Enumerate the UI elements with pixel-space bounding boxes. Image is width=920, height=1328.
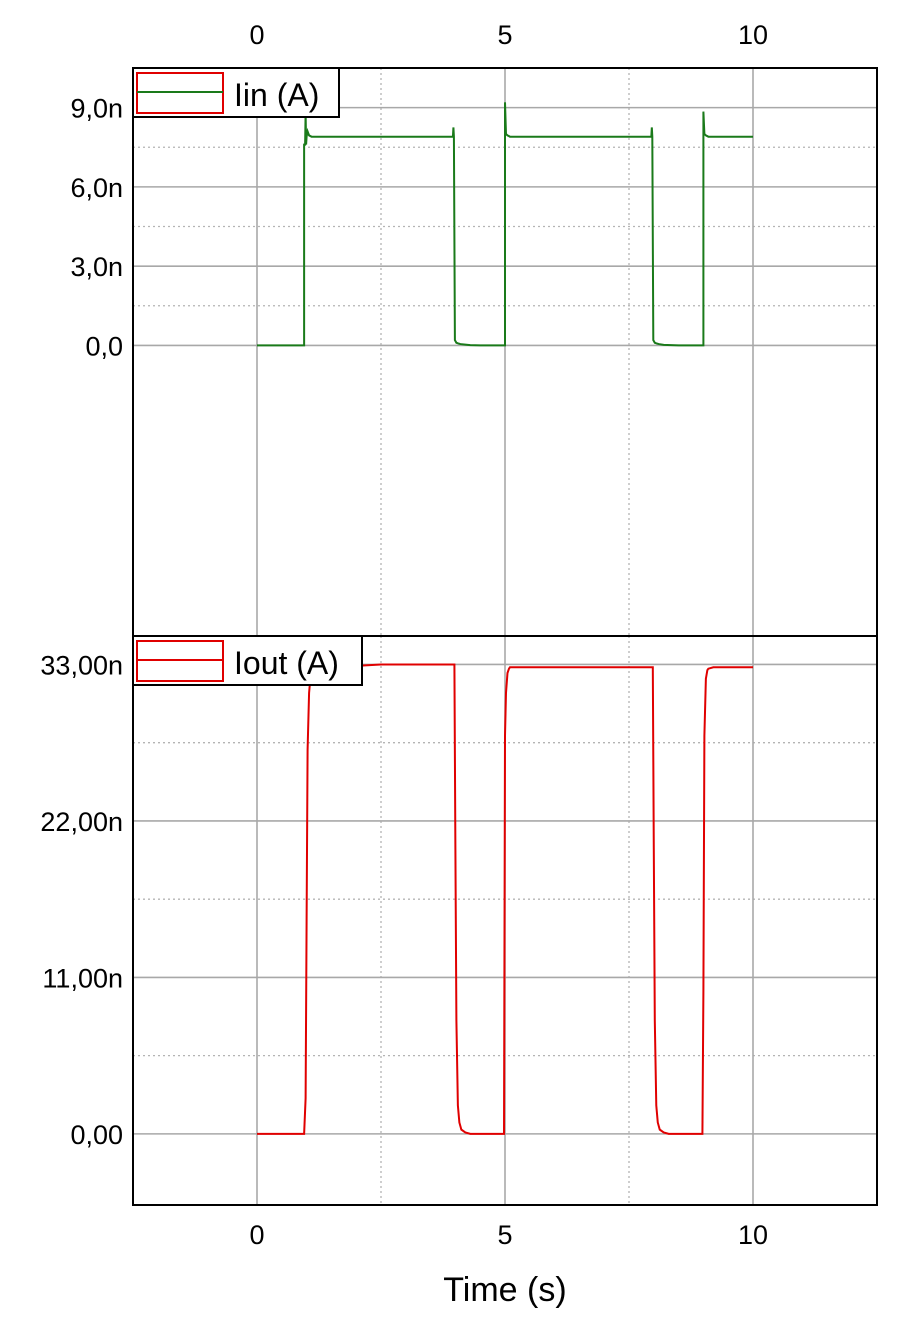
legend-box: [132, 67, 340, 118]
chart-panel-iin: 0,0 3,0n 6,0n 9,0n 0 5 10 Iin (A): [70, 20, 878, 637]
x-axis-title: Time (s): [443, 1271, 566, 1309]
x-tick-label: 5: [497, 20, 512, 50]
series-line: [257, 102, 753, 347]
y-tick-label: 11,00n: [42, 963, 123, 993]
y-tick-label: 0,00: [70, 1120, 123, 1150]
x-tick-label: 10: [738, 1220, 768, 1250]
x-tick-label: 5: [497, 1220, 512, 1250]
y-tick-label: 9,0n: [70, 94, 123, 124]
x-tick-label: 0: [249, 20, 264, 50]
legend-label: Iin (A): [234, 77, 319, 113]
legend: Iout (A): [132, 635, 363, 686]
y-tick-label: 0,0: [85, 331, 123, 361]
y-tick-label: 22,00n: [40, 807, 123, 837]
y-tick-label: 3,0n: [70, 252, 123, 282]
chart-panel-iout: 0,00 11,00n 22,00n 33,00n 0 5 10 Time (s) Iout (…: [40, 635, 878, 1309]
legend-label: Iout (A): [234, 645, 339, 681]
y-tick-label: 6,0n: [70, 173, 123, 203]
x-tick-label: 0: [249, 1220, 264, 1250]
y-tick-label: 33,00n: [40, 650, 123, 680]
legend: Iin (A): [132, 67, 340, 118]
x-tick-label: 10: [738, 20, 768, 50]
plot-frame: [132, 635, 878, 1206]
